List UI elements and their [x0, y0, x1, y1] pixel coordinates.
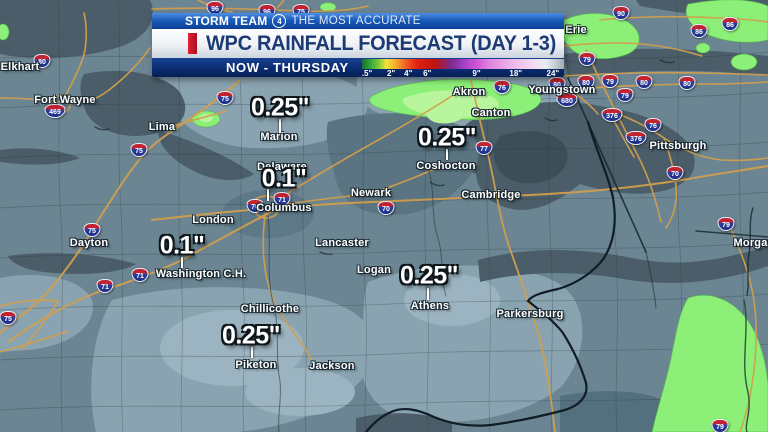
station-brand: STORM TEAM	[185, 14, 268, 28]
city-label-lancaster: Lancaster	[315, 237, 369, 249]
station-tagline: THE MOST ACCURATE	[291, 15, 421, 27]
interstate-shield: 86	[721, 17, 739, 31]
city-label-newark: Newark	[350, 187, 392, 199]
interstate-shield: 75	[83, 223, 101, 237]
interstate-shield: 71	[96, 279, 114, 293]
city-label-jackson: Jackson	[309, 360, 355, 372]
leader-line	[267, 189, 269, 201]
city-label-youngstown: Youngstown	[528, 84, 596, 96]
interstate-shield: 77	[475, 141, 493, 155]
interstate-shield: 79	[578, 52, 596, 66]
rainfall-color-scale: .5" 2" 4" 6" 9" 18" 24"	[361, 59, 564, 78]
city-label-logan: Logan	[357, 264, 391, 276]
city-label-delaware: Delaware	[257, 161, 307, 173]
interstate-shield: 76	[644, 118, 662, 132]
page-title: WPC RAINFALL FORECAST (DAY 1-3)	[206, 31, 556, 55]
city-label-marion: Marion	[260, 131, 298, 143]
title-banner: STORM TEAM 4 THE MOST ACCURATE WPC RAINF…	[152, 13, 564, 78]
interstate-shield: 79	[616, 88, 634, 102]
rainfall-value: 0.25"	[221, 321, 281, 350]
timeframe-label: NOW - THURSDAY	[226, 60, 349, 75]
interstate-shield: 90	[612, 6, 630, 20]
interstate-shield: 680	[556, 93, 578, 107]
red-accent-icon	[188, 33, 197, 54]
rainfall-value: 0.1"	[261, 164, 307, 193]
city-label-dayton: Dayton	[69, 237, 109, 249]
legend-tick: 2"	[386, 69, 396, 78]
interstate-shield: 80	[577, 75, 595, 89]
interstate-shield: 376	[601, 108, 623, 122]
city-label-canton: Canton	[471, 107, 511, 119]
legend-tick: 9"	[472, 69, 481, 78]
interstate-shield: 70	[666, 166, 684, 180]
city-label-chillicothe: Chillicothe	[240, 303, 300, 315]
interstate-shield: 75	[0, 311, 17, 325]
city-label-columbus: Columbus	[256, 202, 312, 214]
city-label-athens: Athens	[410, 300, 450, 312]
station-brand-bar: STORM TEAM 4 THE MOST ACCURATE	[152, 13, 564, 29]
interstate-shield: 80	[548, 77, 566, 91]
rainfall-value: 0.25"	[417, 123, 477, 152]
interstate-shield: 80	[33, 54, 51, 68]
interstate-shield: 376	[625, 131, 647, 145]
city-label-elkhart: Elkhart	[0, 61, 40, 73]
interstate-shield: 71	[273, 192, 291, 206]
timeframe-bar: NOW - THURSDAY .5" 2" 4" 6" 9" 18" 24"	[152, 58, 564, 78]
interstate-shield: 70	[246, 199, 264, 213]
city-label-lima: Lima	[148, 121, 176, 133]
interstate-shield: 79	[717, 217, 735, 231]
leader-line	[446, 149, 448, 160]
legend-tick: 18"	[509, 69, 523, 78]
rainfall-value: 0.1"	[159, 231, 205, 260]
city-label-piketon: Piketon	[235, 359, 277, 371]
legend-tick: 6"	[423, 69, 432, 78]
interstate-shield: 79	[711, 419, 729, 432]
city-label-erie: Erie	[565, 24, 587, 36]
interstate-shield: 80	[678, 76, 696, 90]
interstate-shield: 469	[44, 104, 66, 118]
leader-line	[181, 257, 183, 268]
rainfall-value: 0.25"	[399, 261, 459, 290]
city-label-coshocton: Coshocton	[416, 160, 476, 172]
interstate-shield: 79	[601, 74, 619, 88]
leader-line	[251, 347, 253, 358]
interstate-shield: 80	[635, 75, 653, 89]
legend-tick: 24"	[546, 69, 560, 78]
city-label-fort-wayne: Fort Wayne	[34, 94, 96, 106]
interstate-shield: 86	[690, 24, 708, 38]
interstate-shield: 75	[130, 143, 148, 157]
legend-tick: .5"	[361, 69, 373, 78]
city-label-morgantown: Morgan	[733, 237, 768, 249]
city-label-parkersburg: Parkersburg	[496, 308, 564, 320]
city-label-pittsburgh: Pittsburgh	[649, 140, 707, 152]
headline-bar: WPC RAINFALL FORECAST (DAY 1-3)	[152, 29, 564, 58]
leader-line	[427, 288, 429, 300]
interstate-shield: 70	[377, 201, 395, 215]
city-label-cambridge: Cambridge	[461, 189, 521, 201]
city-label-london: London	[192, 214, 234, 226]
city-label-washington-ch: Washington C.H.	[155, 268, 247, 280]
leader-line	[279, 119, 281, 133]
interstate-shield: 75	[216, 91, 234, 105]
channel-4-logo-icon: 4	[272, 14, 287, 28]
interstate-shield: 71	[131, 268, 149, 282]
legend-tick: 4"	[404, 69, 413, 78]
interstate-shield: 76	[493, 80, 511, 94]
rainfall-value: 0.25"	[250, 93, 310, 122]
color-scale-gradient	[362, 59, 564, 69]
city-label-akron: Akron	[452, 86, 486, 98]
